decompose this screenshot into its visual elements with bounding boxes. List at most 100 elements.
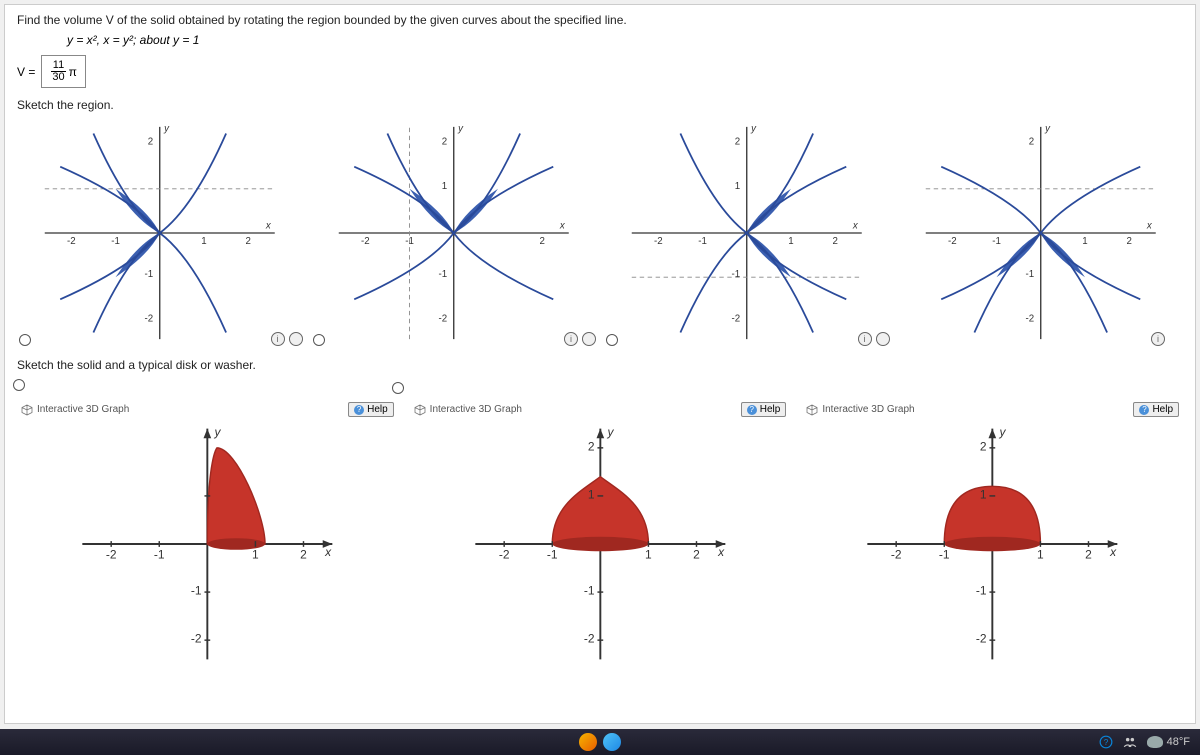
help-button[interactable]: ? Help (348, 402, 394, 417)
svg-text:1: 1 (201, 236, 206, 247)
answer-box[interactable]: 11 30 π (41, 55, 86, 88)
svg-text:y: y (214, 425, 222, 439)
answer-row: V = 11 30 π (17, 55, 1183, 88)
info-icon[interactable]: i (1151, 332, 1165, 346)
svg-text:2: 2 (441, 137, 446, 148)
solid-option-3[interactable]: Interactive 3D Graph ? Help (802, 400, 1183, 680)
svg-text:2: 2 (1028, 137, 1033, 148)
svg-text:y: y (457, 123, 464, 134)
svg-text:-2: -2 (144, 313, 153, 324)
expand-icon[interactable] (289, 332, 303, 346)
svg-text:-1: -1 (939, 547, 950, 561)
svg-text:-1: -1 (111, 236, 120, 247)
interactive-3d-label: Interactive 3D Graph (21, 404, 129, 416)
region-option-1[interactable]: -2 -1 1 2 2 -1 -2 y x i (17, 118, 303, 348)
svg-text:2: 2 (693, 547, 700, 561)
taskbar-app-icon[interactable] (579, 733, 597, 751)
svg-text:-2: -2 (1025, 313, 1034, 324)
svg-text:-2: -2 (191, 632, 202, 646)
problem-instruction: Find the volume V of the solid obtained … (17, 13, 1183, 27)
svg-text:-1: -1 (547, 547, 558, 561)
svg-text:-1: -1 (438, 269, 447, 280)
cloud-icon (1147, 736, 1163, 748)
temp-label: 48°F (1167, 736, 1190, 748)
svg-text:2: 2 (300, 547, 307, 561)
expand-icon[interactable] (876, 332, 890, 346)
radio-option-3[interactable] (606, 334, 618, 346)
svg-text:?: ? (1103, 738, 1108, 747)
svg-text:2: 2 (735, 137, 740, 148)
region-options-row: -2 -1 1 2 2 -1 -2 y x i (17, 118, 1183, 348)
svg-text:x: x (265, 221, 272, 232)
svg-text:1: 1 (980, 487, 987, 501)
weather-widget[interactable]: 48°F (1147, 736, 1190, 748)
svg-text:1: 1 (1082, 236, 1087, 247)
svg-text:-1: -1 (154, 547, 165, 561)
svg-text:1: 1 (735, 181, 740, 192)
svg-text:y: y (606, 425, 614, 439)
svg-text:-2: -2 (67, 236, 76, 247)
radio-option-1[interactable] (19, 334, 31, 346)
interactive-3d-label: Interactive 3D Graph (806, 404, 914, 416)
svg-text:1: 1 (1037, 547, 1044, 561)
svg-text:-2: -2 (891, 547, 902, 561)
radio-solid-2-outer[interactable] (392, 382, 404, 394)
svg-text:y: y (163, 123, 170, 134)
svg-text:1: 1 (588, 487, 595, 501)
frac-den: 30 (50, 72, 66, 83)
help-icon: ? (1139, 405, 1149, 415)
solid-option-1[interactable]: Interactive 3D Graph ? Help (17, 400, 398, 680)
svg-text:2: 2 (246, 236, 251, 247)
svg-text:x: x (558, 221, 565, 232)
expand-icon[interactable] (582, 332, 596, 346)
taskbar-center (579, 733, 621, 751)
answer-fraction: 11 30 (50, 60, 66, 83)
svg-text:y: y (750, 123, 757, 134)
svg-text:x: x (1109, 545, 1117, 559)
svg-text:-1: -1 (144, 269, 153, 280)
svg-text:-1: -1 (584, 583, 595, 597)
svg-text:-1: -1 (191, 583, 202, 597)
region-option-3[interactable]: -2 -1 1 2 2 1 -1 -2 y x i (604, 118, 890, 348)
svg-text:x: x (324, 545, 332, 559)
svg-text:-2: -2 (947, 236, 956, 247)
svg-text:-1: -1 (405, 236, 414, 247)
region-option-2[interactable]: -2 -1 2 2 1 -1 -2 y x i (311, 118, 597, 348)
svg-text:-1: -1 (992, 236, 1001, 247)
svg-text:-2: -2 (360, 236, 369, 247)
problem-equation: y = x², x = y²; about y = 1 (67, 33, 1183, 47)
help-icon: ? (354, 405, 364, 415)
info-icon[interactable]: i (564, 332, 578, 346)
svg-text:2: 2 (1126, 236, 1131, 247)
solid-option-2[interactable]: Interactive 3D Graph ? Help (410, 400, 791, 680)
section1-label: Sketch the region. (17, 98, 1183, 112)
section2-radio-left[interactable] (13, 379, 25, 391)
svg-text:-2: -2 (731, 313, 740, 324)
svg-text:-1: -1 (698, 236, 707, 247)
svg-text:1: 1 (441, 181, 446, 192)
svg-text:1: 1 (252, 547, 259, 561)
svg-text:-2: -2 (438, 313, 447, 324)
region-option-4[interactable]: -2 -1 1 2 2 -1 -2 y x i (898, 118, 1184, 348)
cube-icon (21, 404, 33, 416)
help-button[interactable]: ? Help (741, 402, 787, 417)
help-button[interactable]: ? Help (1133, 402, 1179, 417)
radio-option-2[interactable] (313, 334, 325, 346)
svg-text:-1: -1 (731, 269, 740, 280)
svg-text:-2: -2 (584, 632, 595, 646)
solid-options-row: Interactive 3D Graph ? Help (17, 400, 1183, 680)
svg-text:2: 2 (1085, 547, 1092, 561)
svg-text:x: x (717, 545, 725, 559)
people-icon[interactable] (1123, 735, 1137, 749)
svg-text:2: 2 (833, 236, 838, 247)
taskbar-app-icon[interactable] (603, 733, 621, 751)
info-icon[interactable]: i (858, 332, 872, 346)
svg-text:-2: -2 (499, 547, 510, 561)
interactive-3d-label: Interactive 3D Graph (414, 404, 522, 416)
help-circle-icon[interactable]: ? (1099, 735, 1113, 749)
svg-text:-2: -2 (654, 236, 663, 247)
taskbar: ? 48°F (0, 729, 1200, 755)
info-icon[interactable]: i (271, 332, 285, 346)
svg-text:y: y (1044, 123, 1051, 134)
answer-pi: π (69, 65, 77, 79)
